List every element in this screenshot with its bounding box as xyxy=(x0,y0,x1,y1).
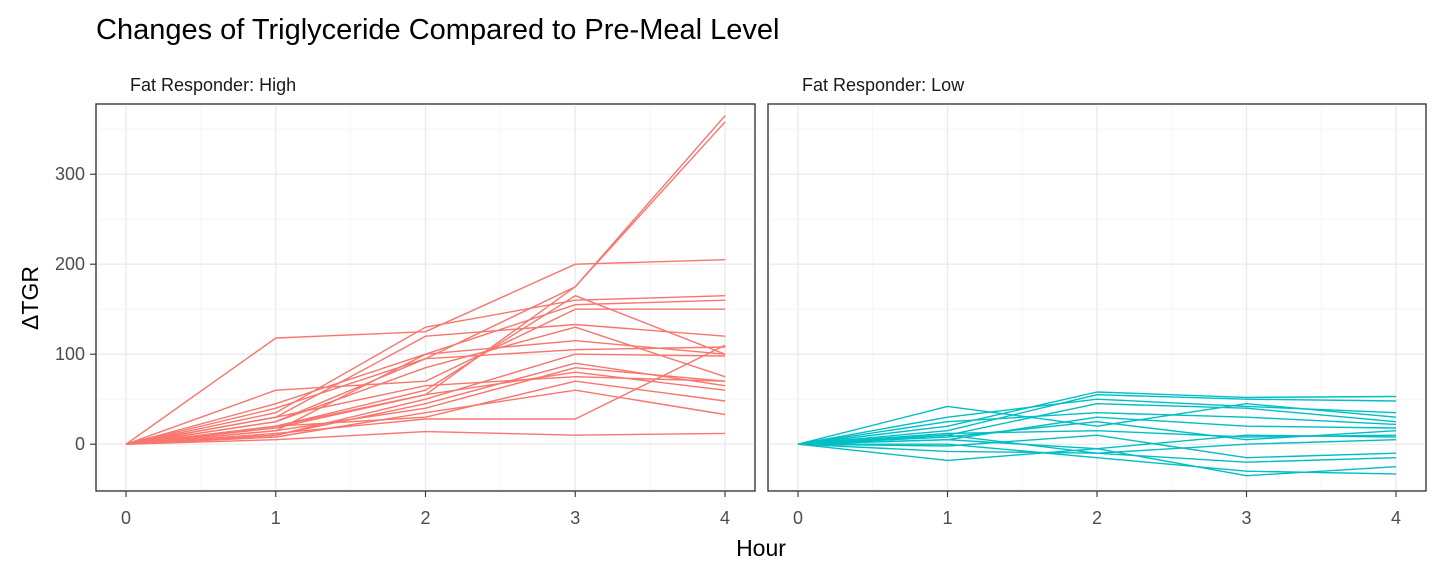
series-line-high-4 xyxy=(125,295,726,445)
series-line-low-11 xyxy=(797,434,1397,459)
x-tick-label: 4 xyxy=(720,508,730,528)
x-tick-label: 2 xyxy=(420,508,430,528)
series-line-high-19 xyxy=(125,371,726,445)
facet-panel-high: Fat Responder: High 0 1 2 3 4 xyxy=(95,75,756,528)
series-line-high-18 xyxy=(125,389,726,445)
x-tick-label: 2 xyxy=(1092,508,1102,528)
series-line-high-12 xyxy=(125,326,726,445)
series-line-high-3 xyxy=(125,259,726,445)
series-line-high-20 xyxy=(125,430,726,445)
series-line-high-6 xyxy=(125,308,725,445)
x-tick-label: 3 xyxy=(570,508,580,528)
chart-title: Changes of Triglyceride Compared to Pre-… xyxy=(96,14,779,46)
y-axis: 0 100 200 300 xyxy=(55,164,96,454)
series-line-high-16 xyxy=(125,380,726,445)
x-tick-label: 1 xyxy=(942,508,952,528)
y-tick-label: 0 xyxy=(75,434,85,454)
series-line-high-15 xyxy=(125,362,726,445)
x-tick-label: 1 xyxy=(271,508,281,528)
series-line-low-1 xyxy=(797,391,1397,445)
facet-strip-label-high: Fat Responder: High xyxy=(130,75,296,95)
facet-panel-low: Fat Responder: Low 0 1 2 3 4 xyxy=(767,75,1427,528)
series-line-high-17 xyxy=(125,344,726,445)
series-line-low-2 xyxy=(797,394,1397,445)
y-tick-label: 100 xyxy=(55,344,85,364)
x-tick-label: 4 xyxy=(1391,508,1401,528)
x-tick-label: 0 xyxy=(121,508,131,528)
series-line-low-15 xyxy=(797,434,1397,454)
series-line-high-13 xyxy=(125,367,726,445)
series-line-high-9 xyxy=(125,346,726,445)
x-tick-label: 3 xyxy=(1241,508,1251,528)
x-tick-label: 0 xyxy=(793,508,803,528)
series-line-low-4 xyxy=(797,403,1397,445)
facet-strip-label-low: Fat Responder: Low xyxy=(802,75,965,95)
y-axis-title: ΔTGR xyxy=(17,266,43,330)
series-line-low-6 xyxy=(797,412,1397,445)
y-tick-label: 200 xyxy=(55,254,85,274)
x-axis-title: Hour xyxy=(736,535,786,561)
series-line-low-14 xyxy=(798,443,1397,475)
y-tick-label: 300 xyxy=(55,164,85,184)
